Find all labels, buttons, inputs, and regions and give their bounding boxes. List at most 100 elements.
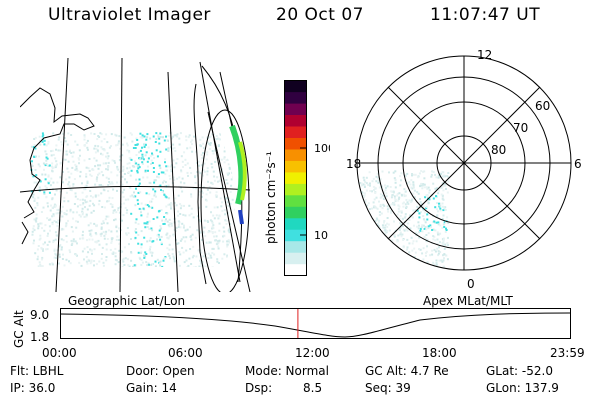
image-pixel: [157, 210, 160, 213]
polar-pixel: [424, 221, 427, 224]
polar-pixel: [391, 248, 394, 251]
image-pixel: [137, 234, 140, 236]
image-pixel: [206, 173, 209, 176]
polar-pixel: [424, 196, 427, 199]
image-pixel: [165, 135, 167, 138]
polar-pixel: [383, 221, 385, 224]
polar-pixel: [388, 263, 391, 266]
image-pixel: [111, 197, 114, 200]
image-pixel: [69, 188, 72, 191]
image-pixel: [92, 202, 94, 205]
image-pixel: [209, 191, 212, 194]
polar-pixel: [359, 234, 362, 237]
image-pixel: [67, 219, 69, 222]
image-pixel: [185, 259, 188, 262]
polar-pixel: [398, 217, 401, 220]
polar-pixel: [425, 237, 428, 240]
image-pixel: [220, 205, 223, 208]
polar-pixel: [437, 221, 440, 224]
polar-pixel: [432, 261, 435, 264]
polar-pixel: [398, 265, 401, 268]
image-pixel: [85, 141, 88, 144]
image-pixel: [152, 171, 155, 173]
polar-pixel: [437, 223, 440, 226]
colorbar-band: [284, 263, 307, 276]
image-pixel: [161, 219, 164, 222]
image-pixel: [163, 222, 166, 225]
polar-pixel: [421, 264, 424, 267]
image-pixel: [36, 204, 39, 207]
image-pixel: [107, 177, 110, 180]
polar-pixel: [362, 218, 365, 221]
image-pixel: [205, 199, 208, 202]
image-pixel: [88, 259, 91, 262]
image-pixel: [223, 138, 226, 141]
image-pixel: [32, 196, 35, 199]
image-pixel: [138, 178, 141, 181]
polar-pixel: [373, 206, 375, 209]
polar-pixel: [438, 205, 441, 208]
image-pixel: [54, 157, 57, 160]
colorbar-band: [284, 91, 307, 104]
polar-pixel: [441, 196, 444, 199]
polar-pixel: [446, 216, 449, 219]
image-pixel: [229, 134, 232, 137]
image-pixel: [47, 174, 50, 177]
polar-pixel: [392, 171, 395, 174]
image-pixel: [78, 162, 80, 165]
polar-pixel: [445, 187, 447, 190]
image-pixel: [151, 254, 153, 257]
image-pixel: [46, 235, 49, 237]
image-pixel: [148, 239, 151, 242]
image-pixel: [56, 234, 59, 237]
image-pixel: [32, 146, 35, 149]
image-pixel: [41, 140, 44, 143]
image-pixel: [107, 199, 110, 202]
image-pixel: [115, 211, 118, 214]
polar-pixel: [395, 258, 397, 261]
image-pixel: [93, 147, 96, 150]
polar-pixel: [387, 223, 390, 226]
image-pixel: [195, 187, 197, 190]
image-pixel: [50, 154, 53, 157]
polar-pixel: [438, 259, 441, 262]
image-pixel: [50, 204, 52, 207]
status-seq: Seq: 39: [365, 381, 411, 395]
polar-pixel: [441, 197, 444, 200]
polar-pixel: [372, 231, 375, 234]
image-pixel: [138, 256, 141, 259]
polar-pixel: [377, 262, 380, 265]
image-pixel: [52, 132, 55, 135]
image-pixel: [52, 166, 55, 169]
image-pixel: [90, 229, 93, 232]
polar-pixel: [371, 231, 374, 234]
image-pixel: [87, 167, 90, 170]
auroral-limb-arc: [229, 124, 247, 225]
image-pixel: [130, 252, 133, 255]
image-pixel: [145, 192, 148, 195]
image-pixel: [107, 155, 110, 158]
image-pixel: [234, 159, 235, 161]
colorbar-band: [284, 160, 307, 173]
image-pixel: [33, 144, 36, 146]
image-pixel: [31, 230, 34, 233]
polar-pixel: [425, 186, 428, 189]
image-pixel: [223, 156, 226, 159]
image-pixel: [121, 258, 124, 261]
polar-pixel: [361, 222, 363, 225]
image-pixel: [43, 192, 46, 195]
polar-pixel: [411, 198, 414, 201]
polar-pixel: [437, 174, 440, 177]
image-pixel: [159, 132, 162, 135]
image-pixel: [211, 247, 214, 250]
mlat-label-70: 70: [513, 121, 528, 135]
image-pixel: [139, 208, 142, 211]
polar-pixel: [437, 250, 440, 253]
polar-pixel: [384, 184, 386, 187]
image-pixel: [126, 167, 129, 170]
image-pixel: [106, 157, 109, 160]
polar-pixel: [399, 231, 402, 234]
polar-pixel: [364, 199, 367, 202]
image-pixel: [72, 217, 74, 220]
image-pixel: [121, 154, 124, 157]
